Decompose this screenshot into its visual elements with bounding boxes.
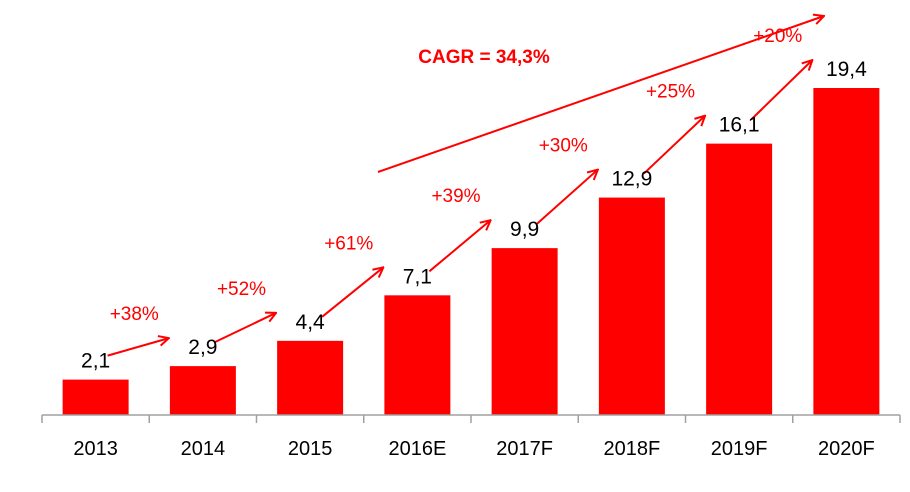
growth-arrow-5 — [535, 170, 598, 225]
x-tick-label-2020f: 2020F — [818, 438, 875, 460]
bar-2016e — [384, 295, 451, 415]
cagr-trend-arrow — [377, 16, 824, 173]
bar-2015 — [277, 340, 344, 415]
bar-2017f — [491, 248, 558, 415]
value-label-2013: 2,1 — [81, 350, 110, 373]
x-tick-label-2013: 2013 — [73, 438, 118, 460]
bar-2014 — [169, 366, 236, 415]
x-tick-label-2014: 2014 — [181, 438, 226, 460]
growth-label-3: +61% — [324, 233, 373, 254]
growth-label-4: +39% — [431, 186, 480, 207]
growth-label-7: +20% — [753, 26, 802, 47]
x-tick-label-2018f: 2018F — [604, 438, 661, 460]
growth-label-5: +30% — [539, 136, 588, 157]
bar-2013 — [62, 379, 129, 415]
value-label-2016e: 7,1 — [403, 265, 432, 288]
bar-2018f — [598, 197, 665, 415]
growth-arrow-7 — [750, 60, 812, 121]
value-label-2017f: 9,9 — [510, 218, 539, 241]
growth-label-2: +52% — [217, 279, 266, 300]
growth-arrow-1 — [107, 338, 169, 357]
growth-arrow-4 — [428, 220, 490, 273]
value-label-2018f: 12,9 — [611, 168, 652, 191]
bar-2019f — [706, 143, 773, 415]
growth-label-1: +38% — [110, 304, 159, 325]
value-label-2019f: 16,1 — [719, 114, 760, 137]
growth-arrow-2 — [214, 313, 276, 344]
growth-arrow-3 — [321, 267, 383, 318]
x-tick-label-2016e: 2016E — [388, 438, 446, 460]
growth-arrow-6 — [643, 116, 705, 175]
bar-2020f — [813, 88, 880, 415]
value-label-2020f: 19,4 — [826, 58, 867, 81]
x-tick-label-2017f: 2017F — [496, 438, 553, 460]
growth-label-6: +25% — [646, 82, 695, 103]
value-label-2015: 4,4 — [296, 311, 326, 334]
value-label-2014: 2,9 — [188, 336, 217, 359]
x-tick-label-2015: 2015 — [288, 438, 333, 460]
x-tick-label-2019f: 2019F — [711, 438, 768, 460]
cagr-label: CAGR = 34,3% — [418, 47, 550, 68]
